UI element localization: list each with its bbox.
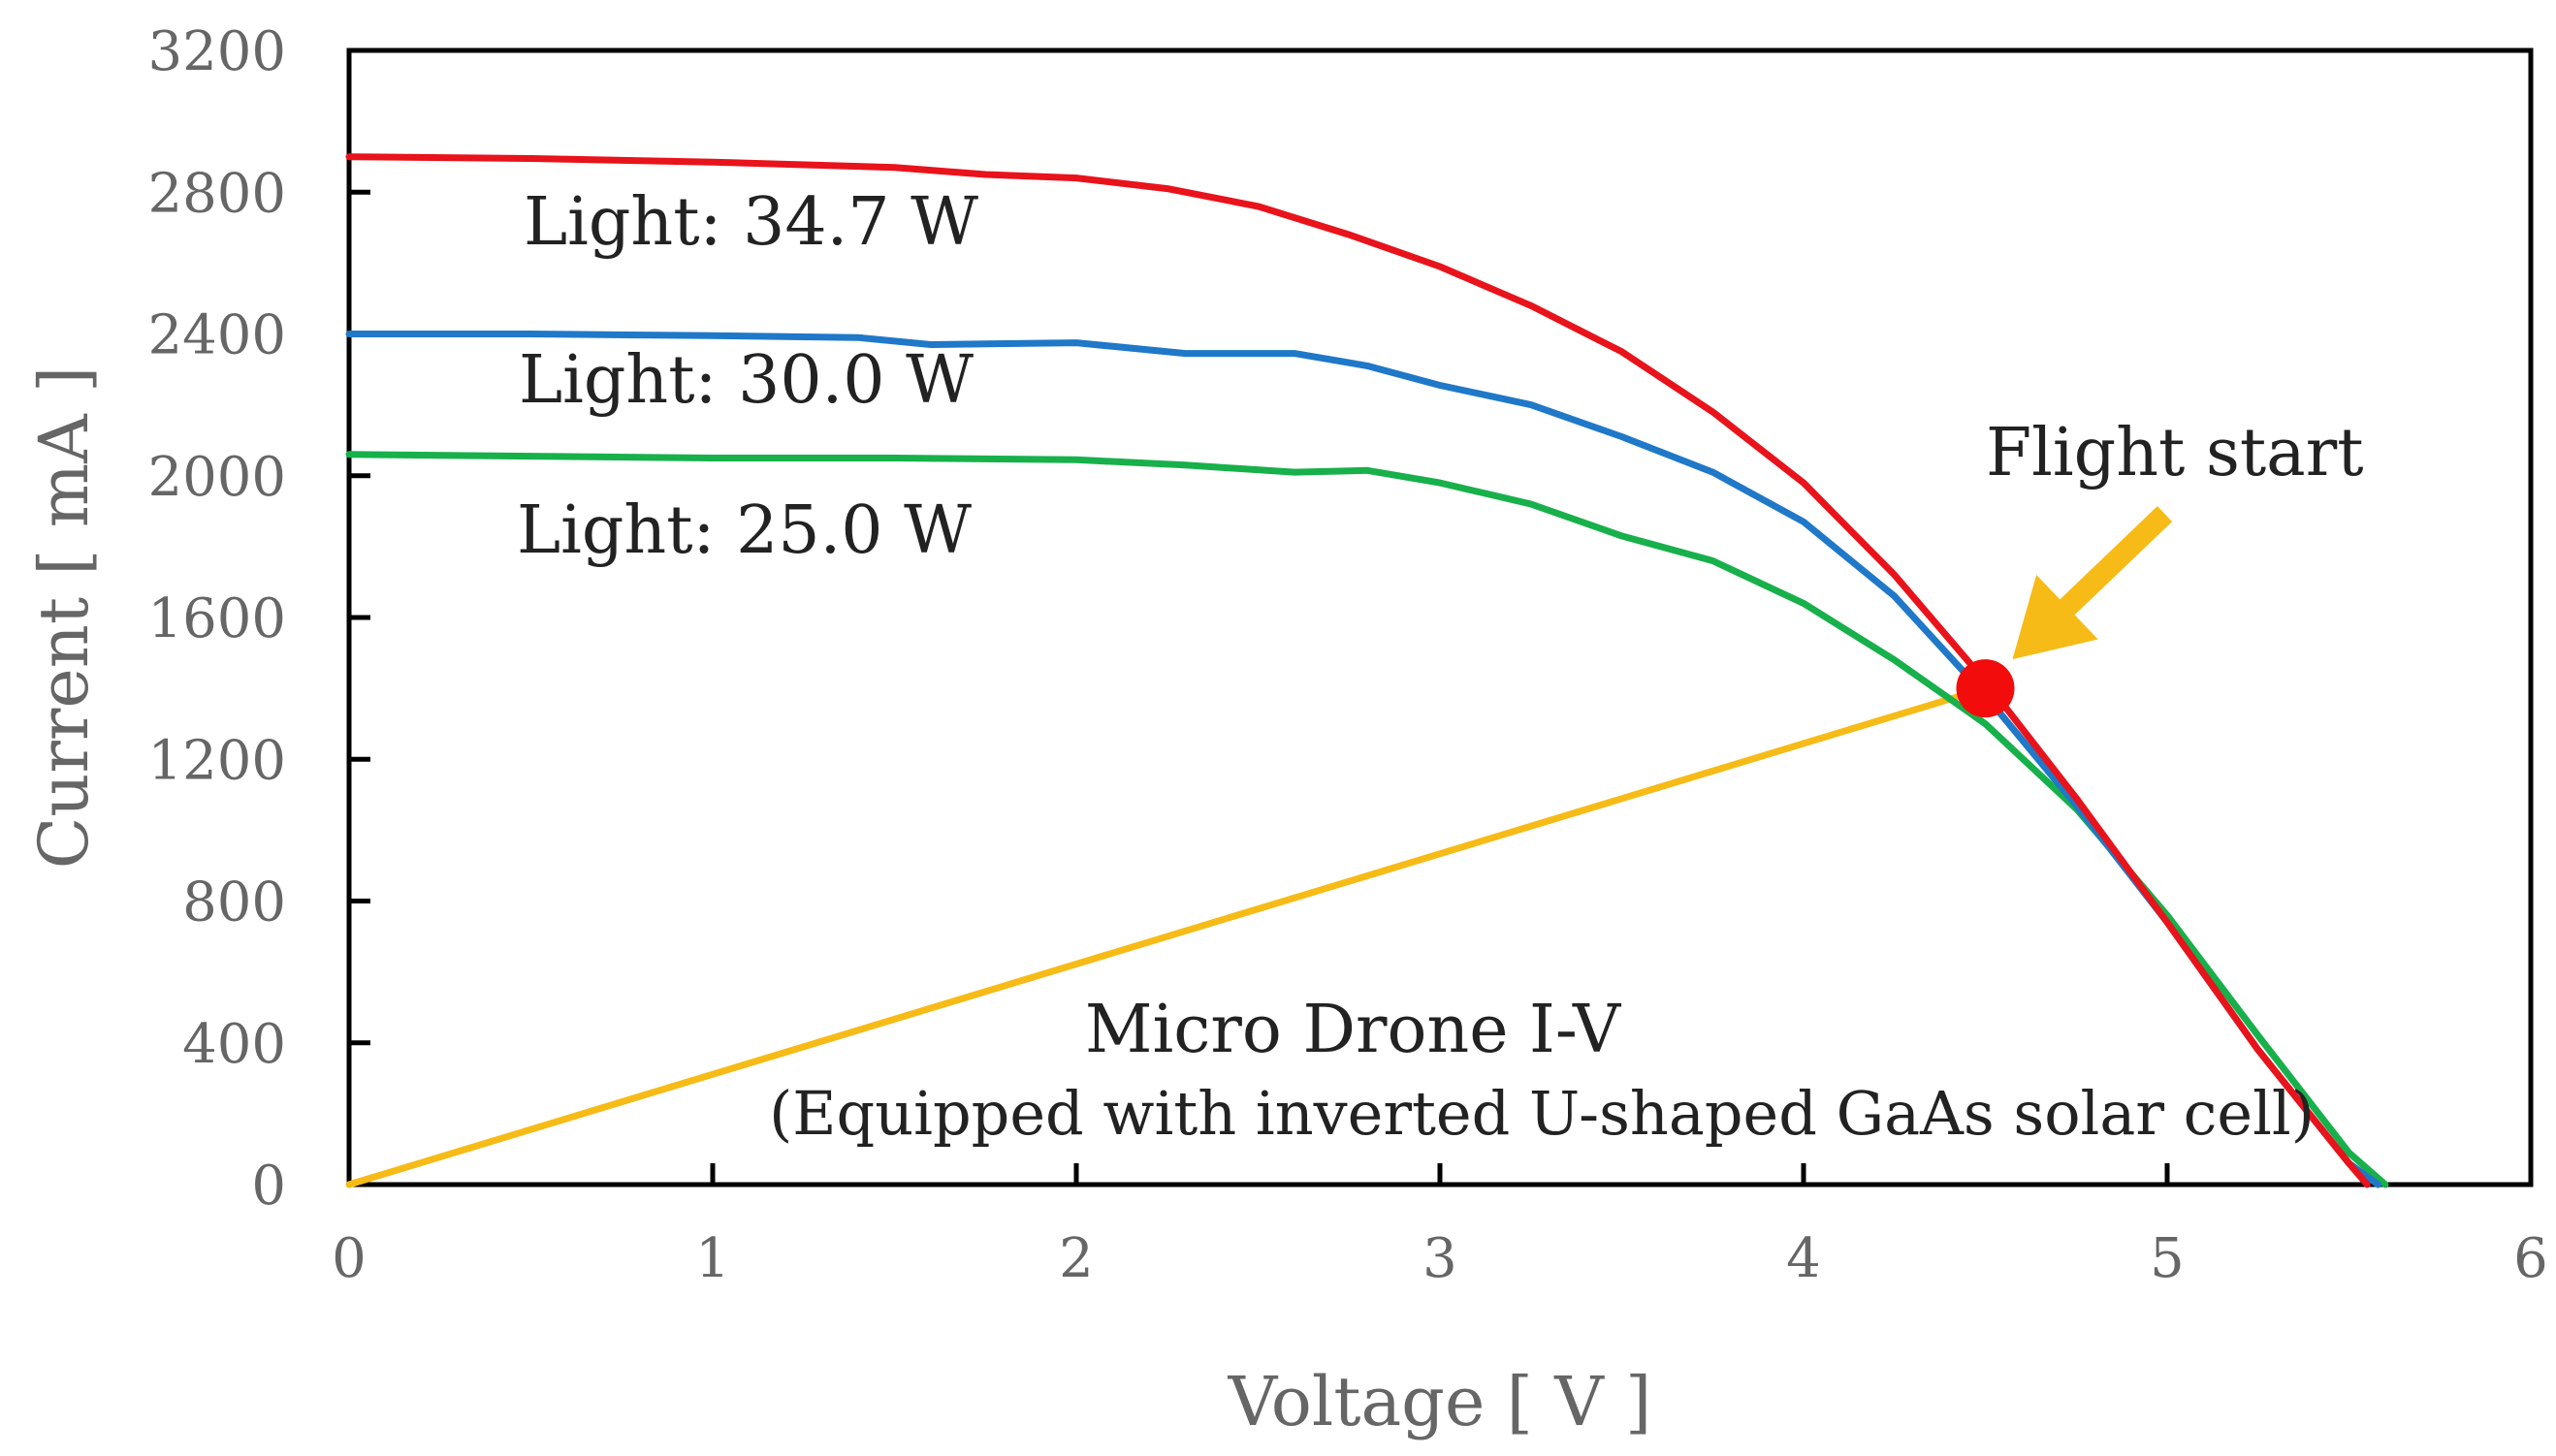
series-layer — [345, 153, 2389, 1188]
arrow-shaft — [2043, 506, 2173, 631]
y-tick-label: 1200 — [147, 729, 286, 792]
label-micro-drone: Micro Drone I-V — [1085, 992, 1622, 1068]
y-tick-label: 800 — [182, 871, 286, 934]
label-light-34-7: Light: 34.7 W — [524, 184, 978, 261]
label-light-25-0: Light: 25.0 W — [517, 492, 972, 569]
y-tick-label: 1600 — [147, 587, 286, 650]
y-axis-title: Current [ mA ] — [24, 366, 104, 870]
series-line-light-34-7-w — [345, 153, 2371, 1188]
flight-start-arrow — [2012, 506, 2173, 660]
y-tick-label: 2000 — [147, 446, 286, 509]
x-tick-label: 4 — [1786, 1227, 1821, 1290]
series-line-micro-drone-i-v — [345, 684, 1989, 1188]
x-tick-label: 3 — [1422, 1227, 1457, 1290]
label-drone-subtitle: (Equipped with inverted U-shaped GaAs so… — [769, 1078, 2315, 1149]
x-tick-label: 1 — [695, 1227, 730, 1290]
y-tick-label: 2400 — [147, 304, 286, 367]
x-tick-label: 5 — [2150, 1227, 2185, 1290]
y-tick-label: 2800 — [147, 162, 286, 225]
axis-ticks — [346, 47, 2534, 1187]
flight-start-point — [1956, 659, 2015, 718]
x-axis-title: Voltage [ V ] — [1228, 1362, 1652, 1441]
y-tick-label: 0 — [251, 1155, 286, 1218]
x-tick-label: 2 — [1059, 1227, 1094, 1290]
x-tick-label: 6 — [2513, 1227, 2548, 1290]
axis-tick-labels: 0 1 2 3 4 5 6 0 400 800 1200 1600 2000 2400 2800 3200 — [147, 20, 2547, 1290]
label-flight-start: Flight start — [1986, 415, 2364, 491]
y-tick-label: 400 — [182, 1013, 286, 1076]
label-light-30-0: Light: 30.0 W — [519, 342, 974, 419]
y-tick-label: 3200 — [147, 20, 286, 83]
x-tick-label: 0 — [332, 1227, 367, 1290]
arrow-head — [2012, 574, 2098, 660]
